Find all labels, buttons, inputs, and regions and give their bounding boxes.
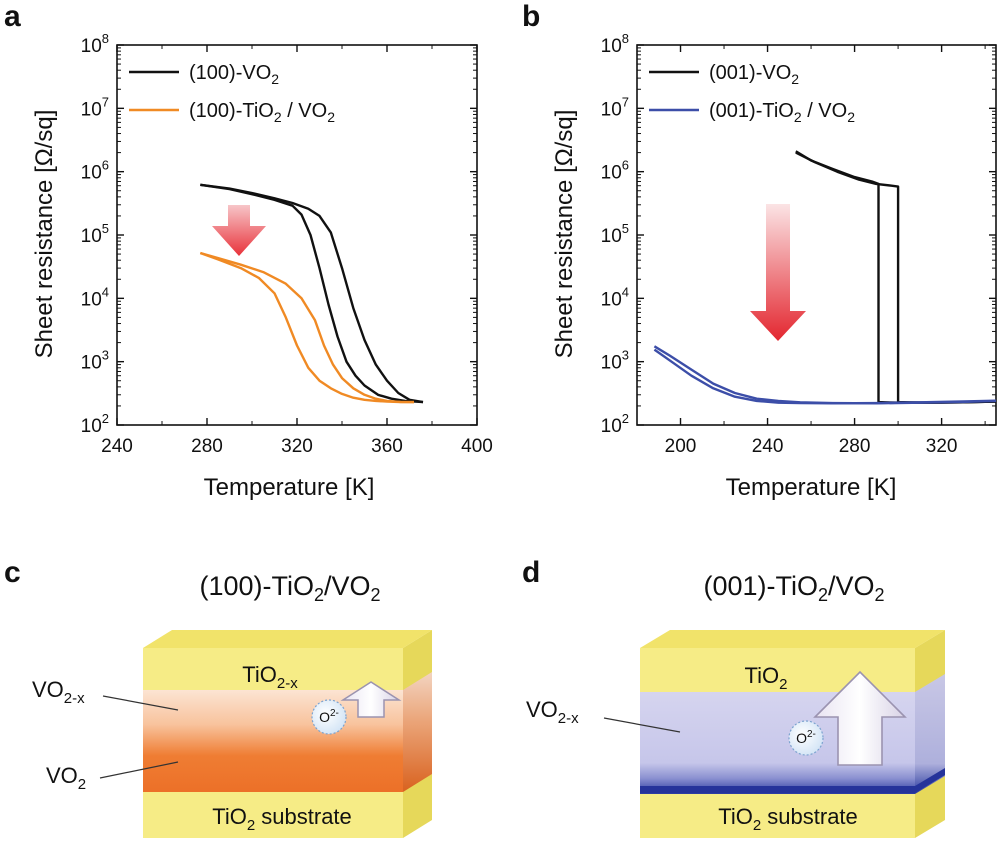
panel-label-a: a bbox=[4, 0, 21, 33]
chart-b-legend-label: (001)-TiO2​ / VO2​ bbox=[709, 100, 855, 125]
chart-b-series-2-branch-2 bbox=[653, 348, 997, 405]
panel-label-c: c bbox=[4, 556, 21, 589]
chart-a-ytick-label: 105 bbox=[81, 221, 109, 247]
vo2-pointer-line bbox=[99, 761, 179, 779]
vox-label: VO2-x bbox=[32, 677, 85, 707]
chart-b-ytick-label: 106 bbox=[601, 158, 629, 184]
chart-b-xlabel: Temperature [K] bbox=[726, 474, 897, 501]
panel-label-b: b bbox=[522, 0, 540, 33]
chart-b-xtick-label: 240 bbox=[752, 436, 784, 457]
chart-b-legend-label: (001)-VO2​ bbox=[709, 62, 799, 87]
diagram-d-title: (001)-TiO2/VO2 bbox=[703, 571, 884, 605]
chart-b-ytick-label: 108 bbox=[601, 31, 629, 57]
oxygen-ion-icon: O2- bbox=[788, 720, 824, 756]
diagram-c-title: (100)-TiO2/VO2 bbox=[199, 571, 380, 605]
oxygen-migration-arrow-icon bbox=[813, 670, 907, 766]
chart-a-ytick-label: 108 bbox=[81, 31, 109, 57]
vo2-label: VO2 bbox=[46, 763, 86, 793]
chart-a-ytick-label: 104 bbox=[81, 284, 109, 310]
substrate-layer bbox=[143, 772, 432, 838]
substrate-layer bbox=[640, 774, 945, 838]
cap-layer bbox=[640, 630, 945, 692]
chart-a-series-2-branch-2 bbox=[199, 251, 415, 404]
chart-a-series-1-branch-1 bbox=[200, 183, 424, 404]
chart-b-ytick-label: 107 bbox=[601, 94, 629, 120]
vox-label: VO2-x bbox=[526, 697, 579, 727]
chart-b-ytick-label: 103 bbox=[601, 348, 629, 374]
chart-a-legend-label: (100)-VO2​ bbox=[189, 62, 279, 87]
oxygen-ion-icon: O2- bbox=[311, 699, 347, 735]
vox-pointer-line bbox=[603, 717, 681, 733]
chart-b-ylabel: Sheet resistance [Ω/sq] bbox=[551, 110, 578, 359]
decrease-arrow-icon bbox=[212, 205, 266, 256]
chart-b: Sheet resistance [Ω/sq] Temperature [K] … bbox=[551, 31, 997, 501]
chart-b-series-2-branch-1 bbox=[653, 345, 997, 405]
chart-a-xtick-label: 400 bbox=[461, 436, 493, 457]
chart-b-xtick-label: 200 bbox=[665, 436, 697, 457]
chart-b-xtick-label: 320 bbox=[926, 436, 958, 457]
chart-a-ytick-label: 102 bbox=[81, 411, 109, 437]
chart-a-series-1-branch-2 bbox=[200, 183, 424, 404]
chart-b-ytick-label: 105 bbox=[601, 221, 629, 247]
chart-b-series-1-branch-2 bbox=[795, 151, 997, 404]
chart-b-ytick-label: 104 bbox=[601, 284, 629, 310]
cap-layer bbox=[143, 630, 432, 690]
chart-b-ytick-label: 102 bbox=[601, 411, 629, 437]
chart-a-xtick-label: 320 bbox=[281, 436, 313, 457]
chart-b-series-1-branch-1 bbox=[795, 150, 997, 404]
panel-label-d: d bbox=[522, 556, 540, 589]
chart-a: Sheet resistance [Ω/sq] Temperature [K] … bbox=[31, 31, 493, 501]
vo2-layer bbox=[143, 670, 432, 792]
diagram-c: (100)-TiO2/VO2 TiO2-x O2- VO2-x bbox=[32, 571, 432, 838]
diagram-d: (001)-TiO2/VO2 TiO2 O2- VO2-x bbox=[526, 571, 945, 838]
chart-a-ylabel: Sheet resistance [Ω/sq] bbox=[31, 110, 58, 359]
chart-a-legend-label: (100)-TiO2​ / VO2​ bbox=[189, 100, 335, 125]
chart-a-ytick-label: 106 bbox=[81, 158, 109, 184]
vox-pointer-line bbox=[102, 695, 179, 711]
chart-a-xlabel: Temperature [K] bbox=[204, 474, 375, 501]
chart-a-xtick-label: 360 bbox=[371, 436, 403, 457]
chart-b-xtick-label: 280 bbox=[839, 436, 871, 457]
oxygen-migration-arrow-icon bbox=[340, 681, 402, 718]
chart-a-xtick-label: 240 bbox=[101, 436, 133, 457]
chart-a-xtick-label: 280 bbox=[191, 436, 223, 457]
chart-a-ytick-label: 107 bbox=[81, 94, 109, 120]
chart-a-series-2-branch-1 bbox=[199, 251, 415, 404]
chart-a-ytick-label: 103 bbox=[81, 348, 109, 374]
decrease-arrow-icon bbox=[750, 204, 806, 341]
